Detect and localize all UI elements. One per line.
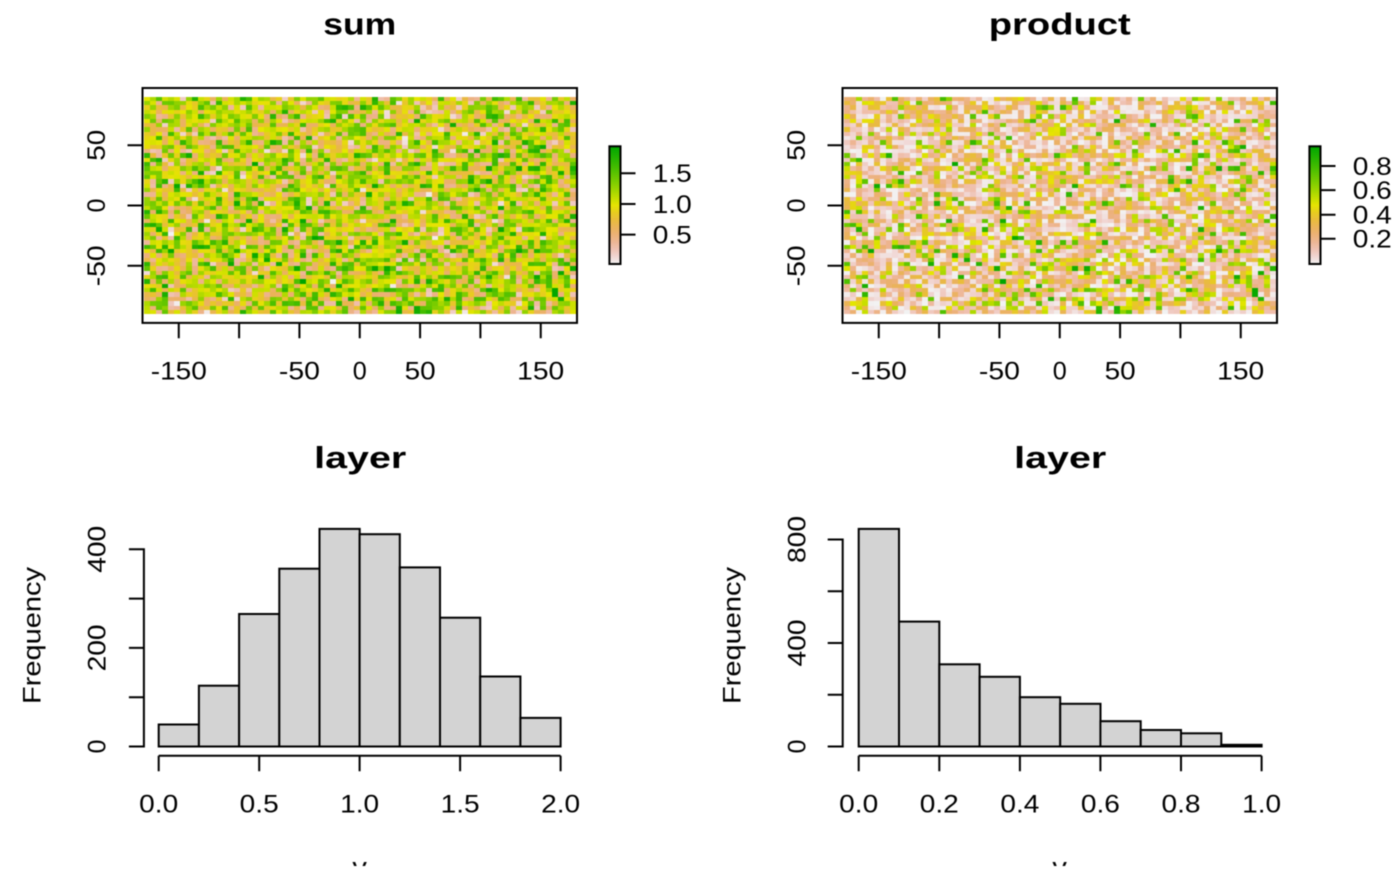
svg-text:layer: layer <box>1014 440 1106 475</box>
svg-text:0.0: 0.0 <box>139 790 178 818</box>
svg-text:200: 200 <box>84 624 112 671</box>
svg-text:0: 0 <box>1053 358 1067 386</box>
svg-text:0.4: 0.4 <box>1000 790 1039 818</box>
svg-text:0: 0 <box>353 358 367 386</box>
svg-text:400: 400 <box>784 620 812 667</box>
svg-text:0: 0 <box>783 199 811 213</box>
svg-text:0.6: 0.6 <box>1353 177 1392 205</box>
svg-text:150: 150 <box>1217 358 1264 386</box>
svg-text:-50: -50 <box>979 358 1020 386</box>
svg-text:layer: layer <box>314 440 406 475</box>
svg-text:0: 0 <box>83 199 111 213</box>
svg-text:-50: -50 <box>783 245 811 286</box>
svg-text:product: product <box>989 7 1131 42</box>
svg-text:50: 50 <box>405 358 436 386</box>
svg-text:1.0: 1.0 <box>653 191 692 219</box>
svg-text:0.0: 0.0 <box>839 790 878 818</box>
svg-text:-150: -150 <box>851 358 907 386</box>
svg-text:50: 50 <box>83 130 111 161</box>
svg-text:0.2: 0.2 <box>1353 226 1392 254</box>
svg-text:0.6: 0.6 <box>1081 790 1120 818</box>
svg-text:1.5: 1.5 <box>441 790 480 818</box>
svg-text:150: 150 <box>517 358 564 386</box>
svg-text:1.0: 1.0 <box>1242 790 1281 818</box>
svg-text:sum: sum <box>323 7 396 42</box>
svg-text:400: 400 <box>84 526 112 573</box>
svg-text:Frequency: Frequency <box>19 566 47 704</box>
svg-text:-50: -50 <box>83 245 111 286</box>
svg-text:0: 0 <box>84 740 112 754</box>
svg-text:v: v <box>352 854 367 867</box>
svg-text:0.5: 0.5 <box>653 221 692 249</box>
svg-text:-150: -150 <box>151 358 207 386</box>
svg-text:0.5: 0.5 <box>240 790 279 818</box>
svg-text:50: 50 <box>1105 358 1136 386</box>
svg-text:0: 0 <box>784 740 812 754</box>
svg-text:50: 50 <box>783 130 811 161</box>
svg-text:v: v <box>1052 854 1067 867</box>
svg-text:800: 800 <box>784 516 812 563</box>
svg-text:0.8: 0.8 <box>1162 790 1201 818</box>
svg-text:0.4: 0.4 <box>1353 202 1392 230</box>
svg-text:0.2: 0.2 <box>920 790 959 818</box>
svg-text:-50: -50 <box>279 358 320 386</box>
svg-text:1.5: 1.5 <box>653 160 692 188</box>
svg-text:2.0: 2.0 <box>541 790 580 818</box>
svg-text:1.0: 1.0 <box>340 790 379 818</box>
svg-text:Frequency: Frequency <box>719 566 747 704</box>
svg-text:0.8: 0.8 <box>1353 153 1392 181</box>
